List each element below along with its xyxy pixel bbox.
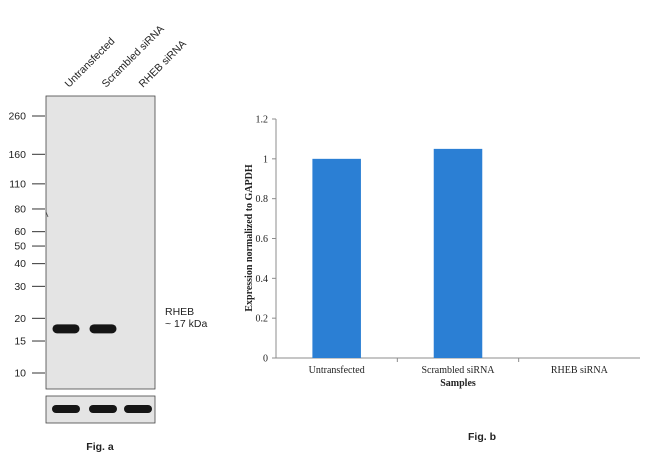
loading-control-bands (52, 405, 152, 413)
marker-label-160: 160 (8, 149, 26, 161)
rheb-band-lane-2 (89, 324, 117, 334)
y-tick-label: 0.4 (256, 274, 269, 285)
marker-label-260: 260 (8, 111, 26, 123)
marker-ladder: 260 160 110 80 60 50 40 30 20 15 10 (8, 111, 45, 380)
loading-band-lane-3 (124, 405, 152, 413)
y-ticks: 0 0.2 0.4 0.6 0.8 1 1.2 (256, 115, 276, 365)
band-label-size: ~ 17 kDa (165, 318, 207, 330)
blot-membrane (45, 95, 156, 390)
marker-label-30: 30 (14, 281, 26, 293)
y-tick-label: 1 (263, 154, 268, 165)
fig-b-caption: Fig. b (468, 431, 496, 443)
fig-a-caption: Fig. a (86, 441, 114, 453)
y-tick-label: 0.8 (256, 194, 269, 205)
lane-label-scrambled: Scrambled siRNA (100, 23, 167, 90)
lane-labels: Untransfected Scrambled siRNA RHEB siRNA (63, 23, 189, 90)
x-tick-label: Untransfected (309, 365, 365, 376)
bar-1 (312, 158, 361, 358)
x-ticks: Untransfected Scrambled siRNA RHEB siRNA (309, 358, 609, 376)
marker-label-15: 15 (14, 336, 26, 348)
loading-band-lane-2 (89, 405, 117, 413)
y-axis-title: Expression normalized to GAPDH (244, 164, 255, 312)
marker-label-10: 10 (14, 368, 26, 380)
marker-label-80: 80 (14, 203, 26, 215)
chart-bars (312, 148, 483, 358)
blot-bands (52, 324, 117, 334)
y-tick-label: 0.2 (256, 314, 269, 325)
membrane-notch (45, 211, 49, 218)
y-tick-label: 1.2 (256, 115, 269, 126)
bar-chart-panel: 0 0.2 0.4 0.6 0.8 1 1.2 Untransfected Scrambled… (244, 115, 640, 443)
rheb-band-lane-1 (52, 324, 80, 334)
band-label-name: RHEB (165, 306, 194, 318)
marker-label-50: 50 (14, 241, 26, 253)
y-tick-label: 0 (263, 354, 268, 365)
marker-label-110: 110 (9, 178, 26, 190)
y-tick-label: 0.6 (256, 234, 269, 245)
marker-label-20: 20 (14, 313, 26, 325)
bar-2 (433, 148, 483, 358)
x-tick-label: RHEB siRNA (551, 365, 609, 376)
marker-label-60: 60 (14, 226, 26, 238)
marker-label-40: 40 (14, 258, 26, 270)
x-tick-label: Scrambled siRNA (421, 365, 495, 376)
x-axis-title: Samples (440, 378, 476, 389)
loading-band-lane-1 (52, 405, 80, 413)
western-blot-panel: Untransfected Scrambled siRNA RHEB siRNA… (8, 23, 207, 453)
